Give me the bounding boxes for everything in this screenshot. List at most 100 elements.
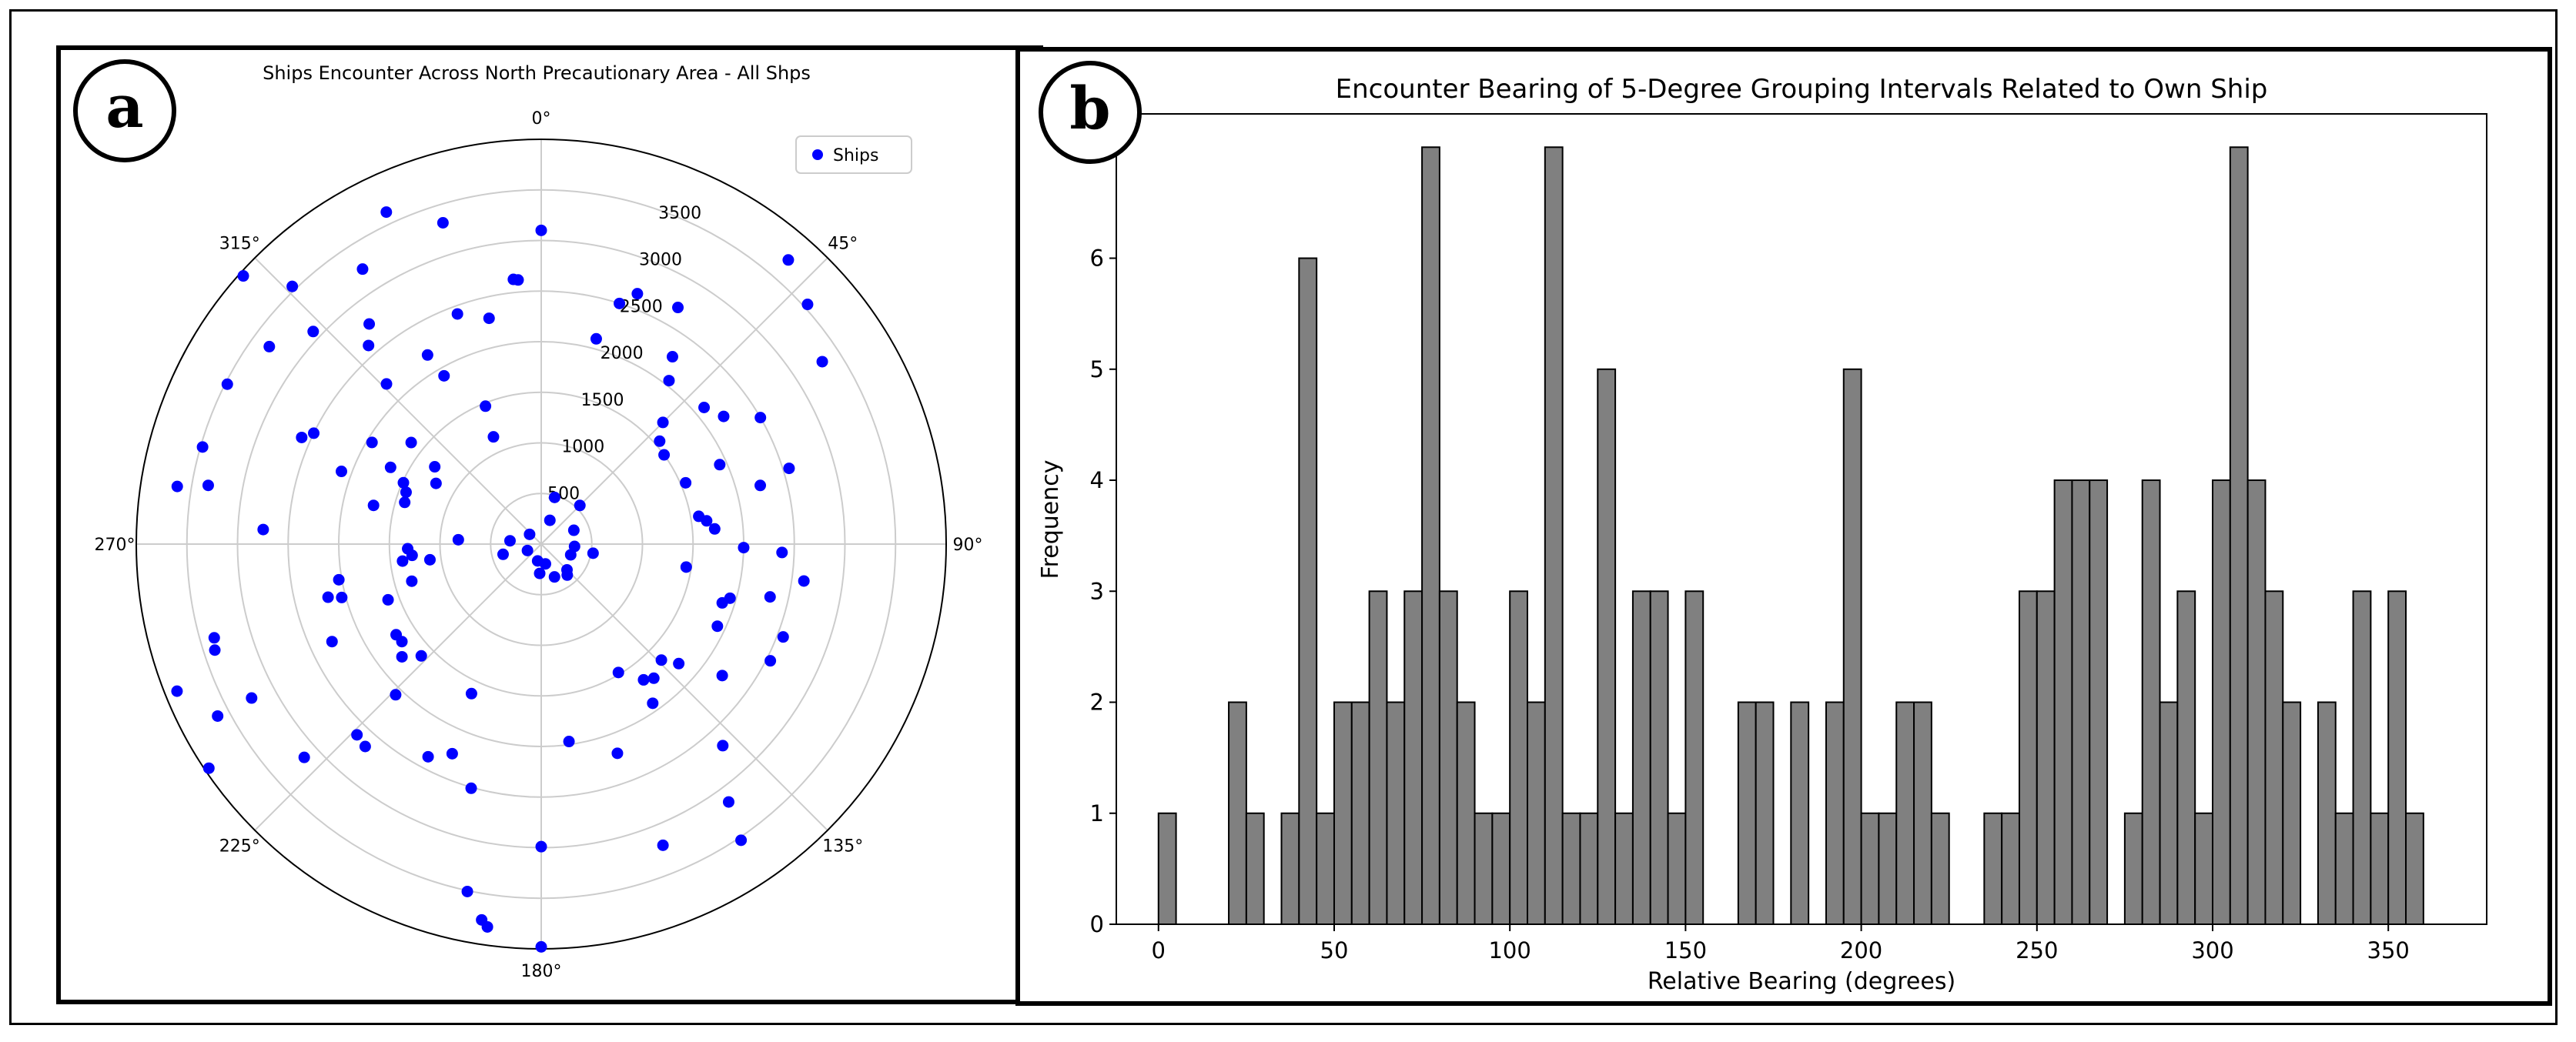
ship-point <box>483 312 495 325</box>
histogram-bar <box>2053 479 2073 925</box>
ship-point <box>487 431 500 443</box>
histogram-bar <box>1228 701 1247 925</box>
histogram-bar <box>1245 812 1265 925</box>
ship-point <box>363 318 376 330</box>
ship-point <box>764 655 777 667</box>
ship-point <box>754 412 767 424</box>
histogram-bar <box>1368 590 1388 925</box>
x-tick-label: 100 <box>1488 937 1531 964</box>
histogram-bars <box>1157 146 2424 925</box>
radial-tick-label: 3000 <box>639 251 682 270</box>
ship-point <box>503 535 516 547</box>
histogram-bar <box>1755 701 1775 925</box>
panel-b: Encounter Bearing of 5-Degree Grouping I… <box>1015 47 2552 1006</box>
histogram-bar <box>1527 701 1546 925</box>
angle-tick-label: 315° <box>219 234 260 253</box>
ship-point <box>397 476 410 489</box>
ship-point <box>437 216 449 229</box>
ship-point <box>307 326 319 338</box>
histogram-bar <box>1930 812 1950 925</box>
ship-point <box>396 650 408 663</box>
histogram-bar <box>2317 701 2337 925</box>
y-tick-label: 5 <box>1090 356 1104 382</box>
ship-point <box>246 692 258 704</box>
ship-point <box>336 466 348 478</box>
ship-point <box>465 782 477 794</box>
histogram-bar <box>1280 812 1300 925</box>
histogram-bar <box>1842 368 1862 925</box>
ship-point <box>647 672 660 684</box>
histogram-bar <box>1421 146 1440 925</box>
ship-point <box>399 496 411 509</box>
histogram-bar <box>1474 812 1494 925</box>
ship-point <box>631 288 644 300</box>
ship-point <box>308 427 320 439</box>
angular-gridline <box>540 543 828 831</box>
ship-point <box>382 593 394 606</box>
y-tick-label: 0 <box>1090 911 1104 937</box>
histogram-bar <box>1157 812 1177 925</box>
ship-point <box>263 340 276 352</box>
histogram-bar <box>1386 701 1406 925</box>
ship-point <box>637 673 650 686</box>
histogram-bar <box>1456 701 1476 925</box>
ship-point <box>421 349 433 361</box>
ship-point <box>711 620 724 633</box>
histogram-bar <box>2405 812 2424 925</box>
histogram-bar <box>1561 812 1581 925</box>
ship-point <box>171 685 183 697</box>
ship-point <box>701 515 713 527</box>
ship-point <box>438 369 450 382</box>
angle-tick-label: 180° <box>521 962 562 981</box>
panel-label-b: b <box>1039 61 1142 164</box>
x-tick-label: 200 <box>1840 937 1882 964</box>
ship-point <box>396 555 409 567</box>
x-tick-label: 0 <box>1152 937 1166 964</box>
ship-point <box>777 631 789 643</box>
ship-point <box>612 666 624 679</box>
histogram-bar <box>1491 812 1511 925</box>
histogram-bar <box>1860 812 1880 925</box>
histogram-bar <box>1895 701 1915 925</box>
ship-point <box>286 280 299 292</box>
ship-point <box>544 514 556 526</box>
ship-point <box>590 332 602 345</box>
histogram-bar <box>2176 590 2196 925</box>
histogram-bar <box>2071 479 2091 925</box>
radial-tick-label: 2000 <box>601 344 644 363</box>
angle-tick-label: 270° <box>95 536 135 555</box>
ship-point <box>548 571 560 583</box>
ship-point <box>563 736 575 748</box>
histogram-bar <box>2141 479 2161 925</box>
ship-point <box>380 206 393 219</box>
ship-point <box>351 729 363 741</box>
ship-point <box>512 274 524 286</box>
ship-point <box>336 591 348 603</box>
ship-point <box>390 629 403 641</box>
ship-point <box>521 544 534 556</box>
ship-point <box>738 542 750 554</box>
histogram-bar <box>2194 812 2213 925</box>
y-tick-label: 6 <box>1090 245 1104 272</box>
ship-point <box>564 549 577 561</box>
histogram-bar <box>1509 590 1529 925</box>
histogram-bar <box>2123 812 2143 925</box>
histogram-bar <box>1631 590 1651 925</box>
y-tick-label: 3 <box>1090 578 1104 604</box>
histogram-bar <box>2246 479 2267 925</box>
histogram-bar <box>2036 590 2056 925</box>
ship-point <box>430 477 442 489</box>
ship-point <box>465 687 477 700</box>
histogram-bar <box>2212 479 2231 925</box>
ship-point <box>524 528 536 540</box>
y-axis-label: Frequency <box>1037 460 1064 579</box>
ship-point <box>333 573 345 586</box>
histogram-bar <box>1878 812 1898 925</box>
ship-point <box>611 747 624 760</box>
ship-point <box>654 435 666 447</box>
ship-point <box>657 839 669 851</box>
ship-point <box>359 740 371 753</box>
histogram-bar <box>2264 590 2284 925</box>
ship-point <box>534 567 546 579</box>
y-tick-label: 2 <box>1090 690 1104 716</box>
